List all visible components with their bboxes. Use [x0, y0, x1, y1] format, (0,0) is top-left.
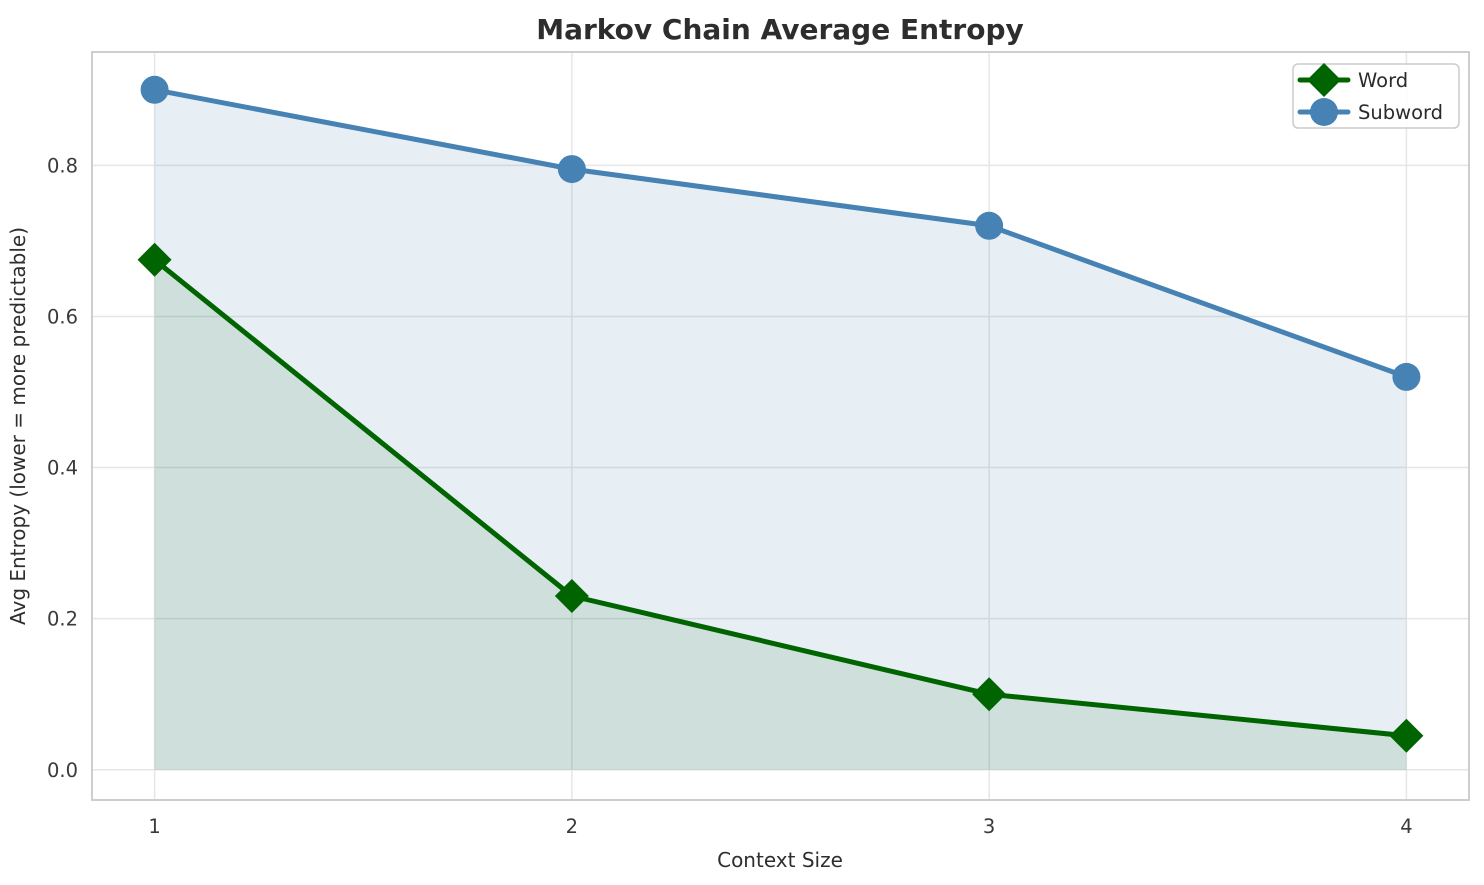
x-tick-label: 2	[566, 815, 578, 838]
y-tick-label: 0.2	[47, 608, 78, 631]
legend-marker-diamond	[1307, 63, 1341, 97]
marker-word-4	[1389, 718, 1424, 753]
legend-label: Word	[1358, 69, 1408, 92]
x-tick-label: 4	[1400, 815, 1412, 838]
y-tick-label: 0.8	[47, 154, 78, 177]
plot-border	[91, 51, 1470, 801]
area-fill-subword	[154, 89, 1407, 770]
plot-spines	[91, 51, 1470, 801]
x-axis-label: Context Size	[717, 848, 843, 872]
data-series	[137, 75, 1424, 753]
marker-word-3	[972, 677, 1007, 712]
grid-lines	[92, 52, 1469, 800]
legend-item-word: Word	[1297, 63, 1408, 97]
marker-word-1	[137, 242, 172, 277]
y-tick-label: 0.4	[47, 457, 78, 480]
x-tick-label: 1	[148, 815, 160, 838]
marker-subword-4	[1392, 362, 1421, 391]
y-tick-label: 0.0	[47, 759, 78, 782]
marker-word-2	[554, 579, 589, 613]
area-fill-word	[154, 259, 1407, 770]
series-line-word	[152, 257, 1409, 739]
y-tick-label: 0.6	[47, 305, 78, 328]
legend: Word Subword	[1292, 63, 1460, 129]
marker-subword-3	[975, 211, 1004, 240]
legend-item-subword: Subword	[1297, 98, 1443, 126]
marker-subword-2	[557, 155, 586, 184]
legend-label: Subword	[1358, 101, 1443, 124]
area-fills	[154, 89, 1407, 770]
series-line-subword	[152, 87, 1409, 380]
legend-marker-circle	[1310, 98, 1338, 126]
marker-subword-1	[140, 75, 169, 104]
tick-labels: 0.0 0.2 0.4 0.6 0.8 1 2 3 4	[47, 154, 1413, 838]
chart-title: Markov Chain Average Entropy	[536, 13, 1024, 46]
x-tick-label: 3	[983, 815, 995, 838]
y-axis-label: Avg Entropy (lower = more predictable)	[6, 227, 30, 625]
